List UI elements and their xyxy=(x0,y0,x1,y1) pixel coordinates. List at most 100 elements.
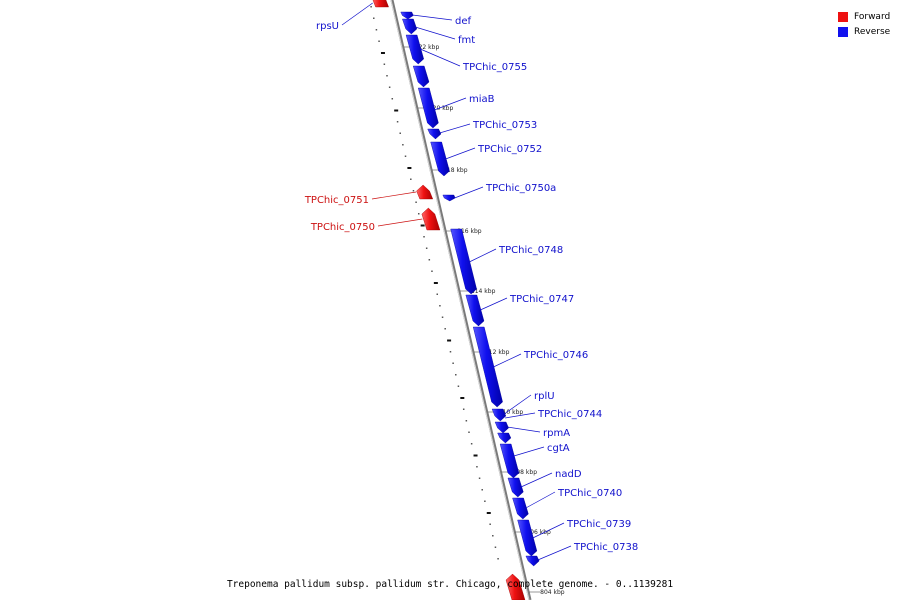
forward-gene-label[interactable]: TPChic_0751 xyxy=(304,195,369,206)
reverse-gene-glyph[interactable] xyxy=(507,477,524,498)
tick-dot xyxy=(410,178,412,180)
tick-dot xyxy=(452,362,454,364)
scale-label: 816 kbp xyxy=(457,228,482,235)
tick-dot xyxy=(394,109,399,112)
tick-dot xyxy=(489,523,491,525)
tick-dot xyxy=(465,420,468,422)
reverse-gene-label[interactable]: cgtA xyxy=(547,443,570,454)
reverse-gene-label[interactable]: TPChic_0747 xyxy=(509,294,574,305)
reverse-leader-line xyxy=(434,97,467,111)
tick-dot xyxy=(460,397,465,399)
tick-dot xyxy=(386,75,388,77)
reverse-gene-label[interactable]: TPChic_0755 xyxy=(462,62,527,73)
reverse-gene-glyph[interactable] xyxy=(491,408,507,422)
tick-dot xyxy=(436,293,439,295)
reverse-gene-label[interactable]: nadD xyxy=(555,469,582,480)
reverse-gene-label[interactable]: TPChic_0744 xyxy=(537,409,602,420)
reverse-leader-line xyxy=(415,26,456,40)
reverse-gene-glyph[interactable] xyxy=(427,128,442,140)
tick-dot xyxy=(380,52,385,54)
tick-dot xyxy=(470,443,473,445)
forward-gene-glyph[interactable] xyxy=(421,207,441,231)
tick-dot xyxy=(425,247,428,249)
tick-dot xyxy=(468,431,470,433)
scale-label: 818 kbp xyxy=(443,167,468,174)
tick-dot xyxy=(391,98,394,100)
reverse-gene-glyph[interactable] xyxy=(450,228,477,295)
tick-dot xyxy=(478,477,481,479)
tick-dot xyxy=(375,29,378,31)
forward-gene-label[interactable]: rpsU xyxy=(316,21,339,32)
tick-dot xyxy=(497,558,499,560)
reverse-leader-line xyxy=(454,186,484,199)
reverse-gene-label[interactable]: fmt xyxy=(458,35,475,46)
reverse-gene-glyph[interactable] xyxy=(525,555,540,567)
forward-leader-line xyxy=(371,191,417,200)
reverse-gene-label[interactable]: def xyxy=(455,16,472,27)
chromosome-axis xyxy=(390,0,532,600)
legend-reverse: Reverse xyxy=(838,24,890,39)
reverse-gene-glyph[interactable] xyxy=(442,194,456,202)
forward-gene-label[interactable]: TPChic_0750 xyxy=(310,222,375,233)
scale-label: 808 kbp xyxy=(513,469,538,476)
reverse-gene-glyph[interactable] xyxy=(402,18,418,35)
reverse-leader-line xyxy=(513,446,545,457)
reverse-leader-line xyxy=(439,123,471,134)
reverse-gene-label[interactable]: TPChic_0752 xyxy=(477,144,542,155)
reverse-gene-glyph[interactable] xyxy=(497,432,512,444)
reverse-gene-label[interactable]: miaB xyxy=(469,94,495,105)
reverse-gene-glyph[interactable] xyxy=(512,497,529,520)
forward-gene-glyph[interactable] xyxy=(416,184,434,200)
forward-gene-glyph[interactable] xyxy=(372,0,389,8)
tick-dot xyxy=(407,167,412,169)
reverse-gene-label[interactable]: TPChic_0748 xyxy=(498,245,563,256)
genome-caption: Treponema pallidum subsp. pallidum str. … xyxy=(226,579,674,590)
reverse-gene-label[interactable]: TPChic_0740 xyxy=(557,488,622,499)
reverse-leader-line xyxy=(537,545,572,561)
reverse-gene-label[interactable]: TPChic_0738 xyxy=(573,542,638,553)
scale-label: 806 kbp xyxy=(526,529,551,536)
tick-dot xyxy=(370,6,372,8)
reverse-gene-glyph[interactable] xyxy=(494,421,509,434)
reverse-gene-label[interactable]: rplU xyxy=(534,391,555,402)
reverse-gene-glyph[interactable] xyxy=(417,87,439,129)
tick-dot xyxy=(399,132,401,134)
reverse-gene-label[interactable]: rpmA xyxy=(543,428,570,439)
reverse-gene-glyph[interactable] xyxy=(430,141,450,177)
reverse-leader-line xyxy=(504,394,532,415)
tick-dot xyxy=(455,374,457,376)
reverse-gene-glyph[interactable] xyxy=(412,65,430,88)
tick-dot xyxy=(447,339,452,342)
forward-gene-glyph[interactable] xyxy=(505,573,526,600)
reverse-gene-glyph[interactable] xyxy=(517,519,538,557)
reverse-gene-glyph[interactable] xyxy=(405,34,424,65)
gene-features xyxy=(372,0,540,600)
reverse-gene-glyph[interactable] xyxy=(472,326,503,408)
reverse-gene-label[interactable]: TPChic_0753 xyxy=(472,120,537,131)
tick-dot xyxy=(373,17,375,19)
reverse-gene-glyph[interactable] xyxy=(400,11,414,20)
tick-dot xyxy=(423,236,425,238)
scale-label: 820 kbp xyxy=(429,105,454,112)
tick-dot xyxy=(431,270,433,272)
reverse-gene-label[interactable]: TPChic_0746 xyxy=(523,350,588,361)
tick-dot xyxy=(415,201,417,203)
reverse-swatch xyxy=(838,26,848,37)
forward-swatch xyxy=(838,11,848,22)
reverse-gene-glyph[interactable] xyxy=(499,443,520,479)
legend-forward-label: Forward xyxy=(854,11,891,22)
tick-dot xyxy=(449,351,452,353)
tick-dots xyxy=(370,6,499,560)
reverse-leader-line xyxy=(493,353,522,368)
forward-leader-line xyxy=(377,218,423,227)
reverse-gene-label[interactable]: TPChic_0739 xyxy=(566,519,631,530)
reverse-leader-line xyxy=(420,48,461,67)
reverse-gene-label[interactable]: TPChic_0750a xyxy=(485,183,556,194)
scale-label: 812 kbp xyxy=(485,349,510,356)
tick-dot xyxy=(433,282,438,284)
tick-dot xyxy=(494,546,497,548)
scale-label: 814 kbp xyxy=(471,288,496,295)
reverse-gene-glyph[interactable] xyxy=(465,294,485,327)
tick-dot xyxy=(481,489,483,491)
